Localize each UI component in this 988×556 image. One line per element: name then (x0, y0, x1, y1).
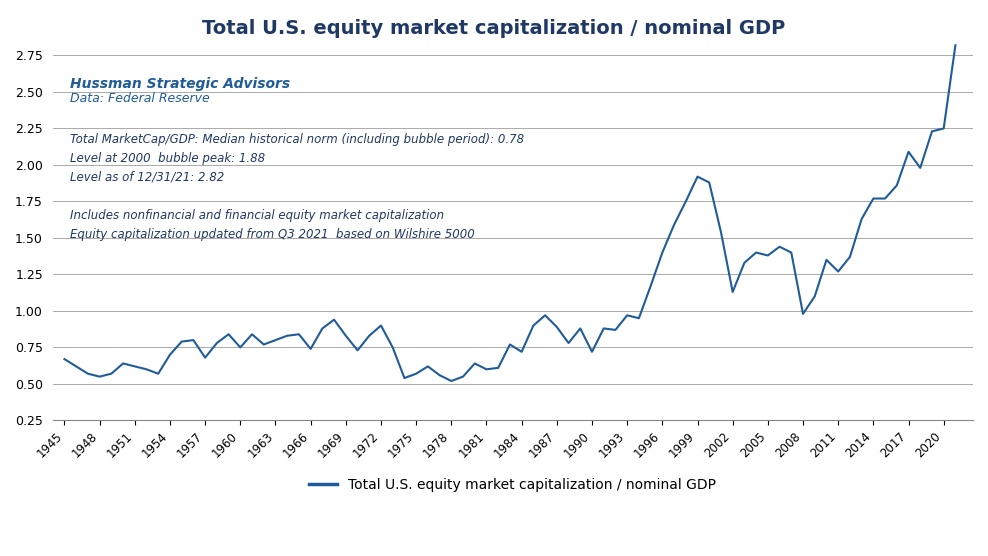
Text: Total U.S. equity market capitalization / nominal GDP: Total U.S. equity market capitalization … (203, 19, 785, 38)
Text: Includes nonfinancial and financial equity market capitalization
Equity capitali: Includes nonfinancial and financial equi… (70, 208, 475, 241)
Text: Total MarketCap/GDP: Median historical norm (including bubble period): 0.78
Leve: Total MarketCap/GDP: Median historical n… (70, 133, 525, 184)
Legend: Total U.S. equity market capitalization / nominal GDP: Total U.S. equity market capitalization … (304, 473, 722, 498)
Text: Hussman Strategic Advisors: Hussman Strategic Advisors (70, 77, 290, 91)
Text: Data: Federal Reserve: Data: Federal Reserve (70, 92, 210, 105)
